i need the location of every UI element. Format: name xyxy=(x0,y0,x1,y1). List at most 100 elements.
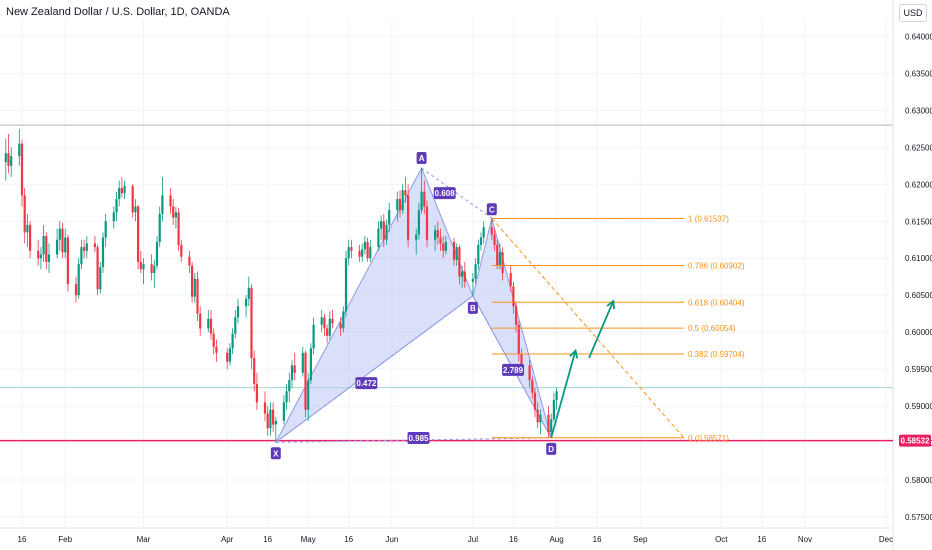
candle-body xyxy=(245,298,248,307)
y-tick-label: 0.61500 xyxy=(905,217,932,226)
candle-body xyxy=(99,267,102,290)
fib-levels: 1 (0.61537) 0.786 (0.60902) 0.618 (0.60404… xyxy=(491,215,745,443)
candle-body xyxy=(253,358,256,384)
candle-body xyxy=(407,195,410,240)
candle-body xyxy=(131,185,134,213)
y-tick-label: 0.64000 xyxy=(905,32,932,41)
candle-body xyxy=(250,287,253,358)
candle-body xyxy=(272,409,275,425)
candle-body xyxy=(228,348,231,362)
candle-body xyxy=(193,278,196,297)
candle-body xyxy=(515,306,518,325)
candle-body xyxy=(444,241,447,251)
candle-body xyxy=(312,324,315,349)
candle-body xyxy=(331,318,334,324)
candle-body xyxy=(172,206,175,218)
candle-body xyxy=(180,244,183,257)
candle-body xyxy=(463,271,466,282)
candle-body xyxy=(482,227,485,238)
x-tick-label: Nov xyxy=(798,535,812,544)
x-tick-label: 16 xyxy=(344,535,353,544)
candle-body xyxy=(207,318,210,329)
price-tag-label: 0.58532 xyxy=(901,437,930,446)
candle-body xyxy=(269,409,272,429)
fib-label: 0.382 (0.59704) xyxy=(688,350,745,359)
candle-body xyxy=(42,236,45,255)
point-label-bg xyxy=(467,301,478,314)
x-tick-label: Jun xyxy=(385,535,398,544)
candle-body xyxy=(509,273,512,287)
candle-body xyxy=(196,278,199,314)
candle-body xyxy=(531,380,534,393)
candle-body xyxy=(550,419,553,432)
point-label-bg xyxy=(416,152,427,165)
candle-body xyxy=(20,143,24,196)
harmonic-pattern xyxy=(275,166,552,443)
candle-body xyxy=(552,400,555,420)
y-tick-label: 0.57500 xyxy=(905,513,932,522)
candle-body xyxy=(77,264,80,296)
candle-body xyxy=(236,306,240,318)
candle-body xyxy=(358,250,361,257)
candle-body xyxy=(234,317,237,334)
candle-body xyxy=(455,247,458,260)
candle-body xyxy=(274,420,277,425)
candle-body xyxy=(301,352,304,373)
candle-body xyxy=(420,191,423,211)
candle-body xyxy=(425,206,429,240)
projection-arrow-1 xyxy=(550,350,577,439)
candle-body xyxy=(461,271,464,277)
ratio-label-bg xyxy=(433,187,456,200)
candle-body xyxy=(150,264,153,273)
fib-label: 0.786 (0.60902) xyxy=(688,261,745,270)
x-tick-label: Jul xyxy=(468,535,478,544)
ratio-label-bg xyxy=(502,363,525,376)
candle-body xyxy=(61,228,64,253)
candle-body xyxy=(388,210,391,225)
point-label-bg xyxy=(486,203,497,216)
candle-body xyxy=(45,236,48,262)
candle-body xyxy=(339,323,342,329)
point-label-bg xyxy=(546,442,557,455)
y-tick-label: 0.63500 xyxy=(905,69,932,78)
candle-body xyxy=(471,278,474,282)
candle-body xyxy=(496,244,499,266)
candle-body xyxy=(436,230,439,238)
candle-body xyxy=(288,380,291,392)
candle-body xyxy=(7,153,10,166)
y-tick-label: 0.62000 xyxy=(905,180,932,189)
candle-body xyxy=(282,402,285,421)
candle-body xyxy=(39,254,42,259)
candle-body xyxy=(304,352,307,410)
y-tick-label: 0.58000 xyxy=(905,476,932,485)
candle-body xyxy=(142,264,145,270)
candle-body xyxy=(37,250,40,259)
x-tick-label: Dec xyxy=(879,535,893,544)
x-tick-label: Mar xyxy=(137,535,151,544)
currency-selector[interactable]: USD xyxy=(899,4,927,22)
ratio-label-bg xyxy=(407,432,430,445)
candle-body xyxy=(104,221,107,238)
x-tick-label: 16 xyxy=(593,535,602,544)
candle-body xyxy=(320,317,323,325)
projection-arrow-2-head xyxy=(606,299,615,310)
candle-body xyxy=(209,318,213,334)
candle-body xyxy=(479,237,483,245)
projection-arrows xyxy=(550,299,615,439)
ratio-label: 2.789 xyxy=(503,366,524,375)
point-label-bg xyxy=(270,447,281,460)
candle-body xyxy=(344,258,348,312)
candles xyxy=(4,128,558,443)
candle-body xyxy=(439,237,442,244)
candle-body xyxy=(56,239,59,255)
ratio-label: 0.985 xyxy=(408,434,429,443)
candle-body xyxy=(18,143,21,157)
candle-body xyxy=(474,264,477,279)
candle-body xyxy=(139,261,142,270)
candle-body xyxy=(377,228,380,248)
candle-body xyxy=(396,199,399,211)
candle-body xyxy=(4,153,7,163)
x-tick-label: Apr xyxy=(221,535,234,544)
pattern-line-xb xyxy=(275,295,474,443)
